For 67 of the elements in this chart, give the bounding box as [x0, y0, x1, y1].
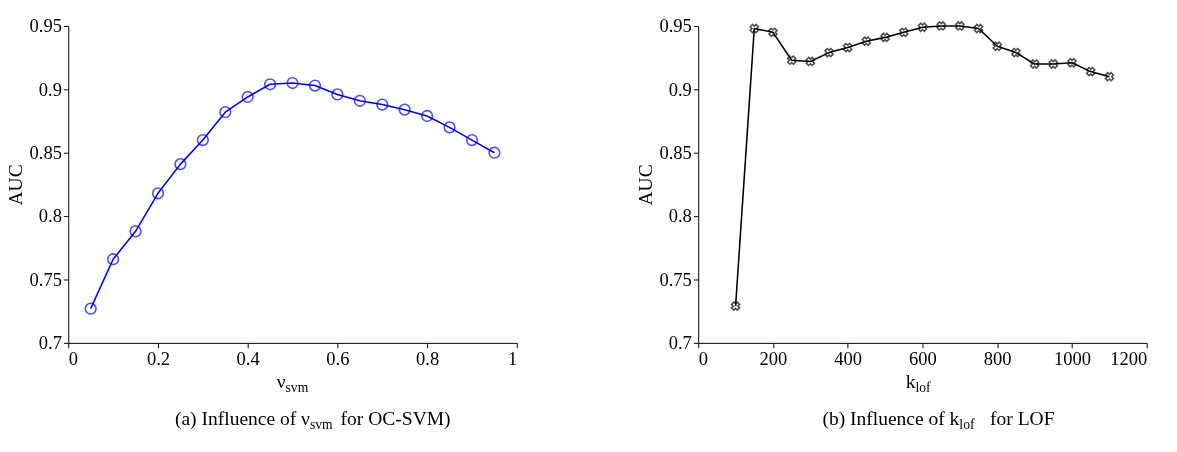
x-tick-label: 0	[698, 347, 708, 369]
y-axis-title: AUC	[634, 164, 656, 206]
point	[880, 32, 890, 43]
point	[861, 36, 872, 46]
x-tick-label: 1200	[1110, 347, 1148, 369]
y-tick-label: 0.95	[659, 15, 692, 37]
point	[129, 225, 142, 238]
y-tick-label: 0.8	[38, 205, 62, 227]
x-tick-label: 0.6	[326, 347, 350, 369]
point	[992, 41, 1003, 52]
point	[398, 103, 411, 116]
x-tick-label: 400	[834, 347, 863, 369]
point	[730, 301, 741, 311]
point	[973, 23, 984, 34]
point	[1029, 59, 1040, 69]
x-tick-label: 600	[909, 347, 937, 369]
point	[768, 27, 778, 38]
y-tick-label: 0.7	[668, 332, 692, 354]
point	[420, 109, 434, 123]
point	[936, 21, 946, 31]
y-axis-title: AUC	[4, 164, 26, 206]
y-tick-label: 0.8	[668, 205, 692, 227]
y-tick-label: 0.75	[659, 268, 692, 290]
x-tick-label: 0.8	[416, 347, 440, 369]
point	[488, 146, 501, 159]
point	[196, 133, 209, 147]
point	[219, 106, 232, 119]
point	[263, 78, 277, 91]
point	[353, 94, 366, 107]
point	[1104, 71, 1115, 82]
point	[824, 47, 834, 58]
y-tick-label: 0.85	[29, 142, 62, 164]
y-tick-label: 0.7	[38, 332, 62, 354]
point	[331, 88, 344, 101]
x-tick-label: 1	[508, 347, 518, 369]
x-tick-label: 0.4	[236, 347, 260, 369]
point	[286, 76, 299, 90]
point	[1067, 57, 1077, 68]
x-tick-label: 800	[983, 347, 1012, 369]
point	[842, 42, 853, 53]
point	[376, 98, 389, 111]
point	[1048, 59, 1059, 69]
point	[805, 56, 816, 67]
point	[174, 158, 187, 171]
point	[917, 22, 928, 33]
y-tick-label: 0.75	[29, 268, 62, 290]
point	[465, 133, 479, 147]
y-tick-label: 0.9	[38, 78, 62, 100]
x-tick-label: 1000	[1053, 347, 1092, 369]
point	[1011, 47, 1021, 58]
point	[1085, 66, 1096, 77]
point	[107, 253, 120, 266]
y-tick-label: 0.85	[659, 142, 692, 164]
point	[955, 21, 965, 31]
point	[786, 55, 797, 66]
y-tick-label: 0.9	[668, 78, 692, 100]
point	[898, 27, 909, 38]
point	[151, 187, 165, 200]
point	[241, 90, 254, 104]
point	[749, 23, 760, 34]
point	[443, 121, 456, 134]
point	[84, 302, 97, 315]
x-tick-label: 0.2	[146, 347, 171, 369]
y-tick-label: 0.95	[29, 15, 62, 37]
point	[308, 79, 322, 92]
x-tick-label: 200	[759, 347, 788, 369]
x-tick-label: 0	[68, 347, 79, 369]
